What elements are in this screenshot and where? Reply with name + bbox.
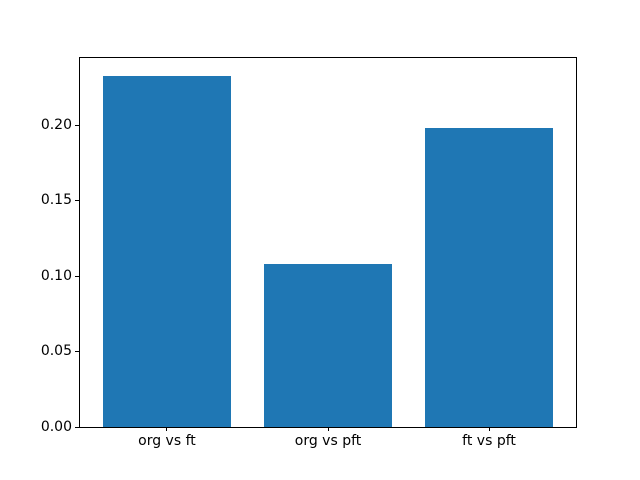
y-tick-label: 0.00 [40,418,72,435]
bar-org-vs-pft [263,264,393,427]
x-tick-label: ft vs pft [462,433,516,449]
y-tick-label: 0.15 [40,192,72,209]
y-tick-mark [75,124,79,126]
x-tick-mark [166,427,168,431]
y-tick-label: 0.10 [40,267,72,284]
y-tick-label: 0.20 [40,116,72,133]
x-tick-mark [488,427,490,431]
y-tick-mark [75,200,79,202]
y-tick-mark [75,426,79,428]
y-tick-label: 0.05 [40,343,72,360]
x-tick-label: org vs ft [138,433,196,449]
x-tick-label: org vs pft [294,433,362,449]
bar-org-vs-ft [102,75,232,427]
bar-ft-vs-pft [424,128,554,427]
y-tick-mark [75,275,79,277]
x-tick-mark [327,427,329,431]
y-tick-mark [75,351,79,353]
plot-area: 0.00 0.05 0.10 0.15 0.20 org vs ft org vs pft f… [41,57,577,449]
